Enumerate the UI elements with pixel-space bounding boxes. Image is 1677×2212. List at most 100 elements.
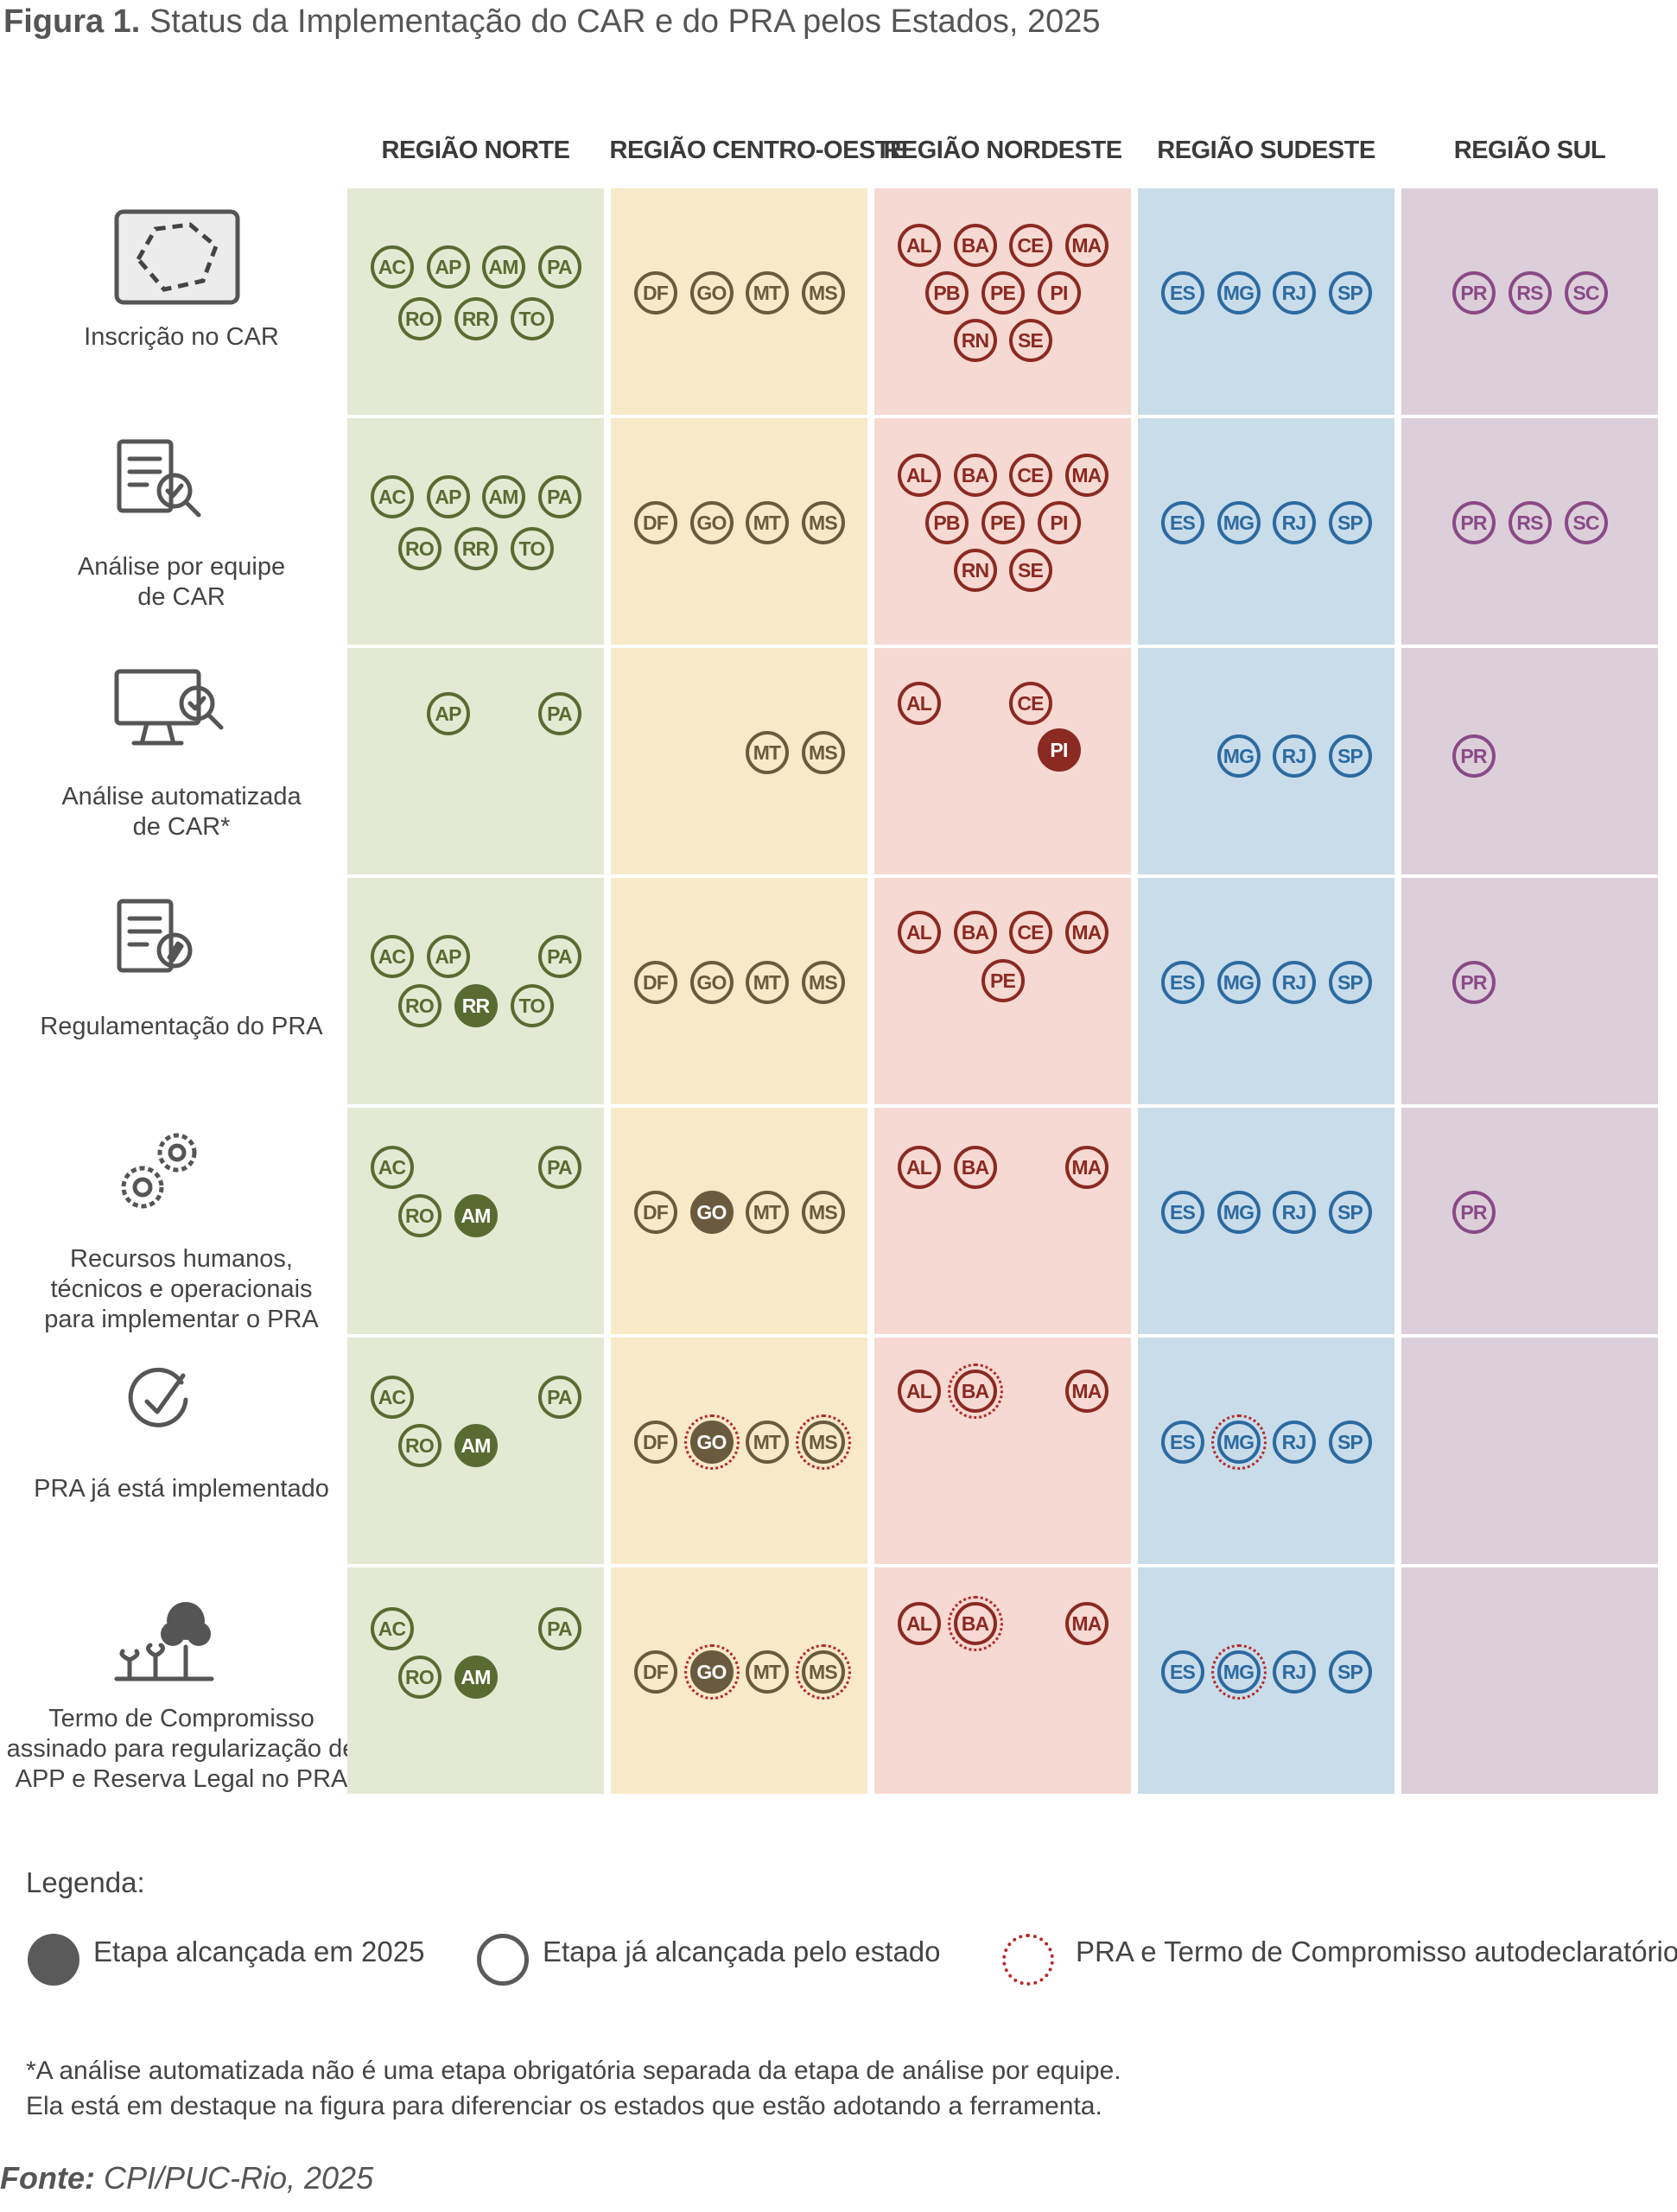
trees-icon xyxy=(112,1586,216,1690)
footnote: *A análise automatizada não é uma etapa … xyxy=(26,2053,1121,2125)
document-search-icon xyxy=(112,437,207,528)
state-badge-am: AM xyxy=(481,475,525,518)
state-badge-ma: MA xyxy=(1064,1602,1108,1645)
state-badge-sp: SP xyxy=(1328,1191,1372,1234)
state-badge-ma: MA xyxy=(1064,224,1108,267)
state-badge-am: AM xyxy=(454,1424,498,1467)
state-badge-ba: BA xyxy=(947,1596,1003,1651)
figure-title-text: Status da Implementação do CAR e do PRA … xyxy=(149,3,1101,40)
state-badge-pr: PR xyxy=(1451,271,1496,315)
state-badge-ro: RO xyxy=(397,1656,441,1699)
state-badge-rj: RJ xyxy=(1272,1191,1316,1234)
state-badge-to: TO xyxy=(510,984,554,1027)
state-badge-ms: MS xyxy=(801,271,845,315)
row-label-5: PRA já está implementado xyxy=(34,1475,329,1503)
row-label-3: Regulamentação do PRA xyxy=(40,1013,323,1040)
state-badge-es: ES xyxy=(1160,1191,1204,1234)
state-badge-rj: RJ xyxy=(1272,1650,1316,1694)
source-citation: Fonte: CPI/PUC-Rio, 2025 xyxy=(0,2160,373,2196)
state-badge-sp: SP xyxy=(1328,1650,1372,1694)
state-badge-am: AM xyxy=(481,245,525,289)
state-badge-ma: MA xyxy=(1064,454,1108,497)
state-badge-pe: PE xyxy=(981,959,1025,1002)
state-badge-rr: RR xyxy=(454,527,498,570)
state-badge-rj: RJ xyxy=(1272,961,1316,1004)
row-label-1: Análise por equipe de CAR xyxy=(77,553,286,611)
legend-label-self-declared: PRA e Termo de Compromisso autodeclarató… xyxy=(1076,1936,1677,1967)
state-badge-go: GO xyxy=(689,1191,734,1234)
state-badge-mg: MG xyxy=(1216,501,1261,544)
cell-row2-region4 xyxy=(1401,648,1658,874)
state-badge-ce: CE xyxy=(1008,454,1052,497)
state-badge-ac: AC xyxy=(370,1607,414,1650)
state-badge-rn: RN xyxy=(953,319,997,362)
figure-title: Figura 1. Status da Implementação do CAR… xyxy=(3,3,1101,41)
state-badge-rs: RS xyxy=(1508,271,1552,315)
state-badge-ac: AC xyxy=(370,475,414,518)
state-badge-pr: PR xyxy=(1451,734,1496,778)
state-badge-mg: MG xyxy=(1210,1644,1267,1700)
state-badge-pa: PA xyxy=(537,1376,581,1419)
state-badge-ap: AP xyxy=(426,475,470,518)
legend-filled-circle-icon xyxy=(28,1934,79,1986)
state-badge-am: AM xyxy=(454,1194,498,1237)
state-badge-mg: MG xyxy=(1216,734,1261,778)
state-badge-df: DF xyxy=(633,961,677,1004)
state-badge-es: ES xyxy=(1160,1650,1204,1694)
state-badge-go: GO xyxy=(689,501,734,544)
state-badge-go: GO xyxy=(689,271,734,315)
cell-row5-region4 xyxy=(1401,1338,1658,1564)
state-badge-es: ES xyxy=(1160,961,1204,1004)
state-badge-mg: MG xyxy=(1210,1414,1267,1470)
state-badge-mt: MT xyxy=(745,501,789,544)
state-badge-pa: PA xyxy=(537,1607,581,1650)
state-badge-to: TO xyxy=(510,297,554,340)
gears-icon xyxy=(112,1127,207,1226)
state-badge-ac: AC xyxy=(370,935,414,978)
state-badge-se: SE xyxy=(1008,549,1052,592)
state-badge-to: TO xyxy=(510,527,554,570)
state-badge-ma: MA xyxy=(1064,1370,1108,1413)
state-badge-mt: MT xyxy=(745,1650,789,1694)
state-badge-mg: MG xyxy=(1216,961,1261,1004)
state-badge-mt: MT xyxy=(745,961,789,1004)
legend-label-2025: Etapa alcançada em 2025 xyxy=(93,1936,425,1967)
state-badge-ba: BA xyxy=(953,224,997,267)
state-badge-df: DF xyxy=(633,1191,677,1234)
legend-dotted-circle-icon xyxy=(1002,1934,1054,1986)
state-badge-go: GO xyxy=(683,1644,740,1700)
state-badge-ap: AP xyxy=(426,692,470,735)
state-badge-ap: AP xyxy=(426,935,470,978)
cell-row2-region0 xyxy=(347,648,604,874)
state-badge-sc: SC xyxy=(1564,501,1608,544)
state-badge-ms: MS xyxy=(801,731,845,774)
state-badge-al: AL xyxy=(897,224,941,267)
state-badge-sp: SP xyxy=(1328,734,1372,778)
state-badge-pa: PA xyxy=(537,1146,581,1189)
state-badge-se: SE xyxy=(1008,319,1052,362)
state-badge-pr: PR xyxy=(1451,961,1496,1004)
source-text: CPI/PUC-Rio, 2025 xyxy=(103,2160,374,2196)
state-badge-ce: CE xyxy=(1008,911,1052,954)
state-badge-rs: RS xyxy=(1508,501,1552,544)
state-badge-ro: RO xyxy=(397,1424,441,1467)
state-badge-ac: AC xyxy=(370,245,414,289)
cell-row4-region4 xyxy=(1401,1108,1658,1334)
legend-outline-circle-icon xyxy=(477,1934,529,1986)
state-badge-rj: RJ xyxy=(1272,1421,1316,1464)
state-badge-ro: RO xyxy=(397,1194,441,1237)
state-badge-rr: RR xyxy=(454,984,498,1027)
state-badge-rn: RN xyxy=(953,549,997,592)
state-badge-sp: SP xyxy=(1328,271,1372,315)
region-header-4: REGIÃO SUL xyxy=(1453,137,1606,164)
state-badge-mt: MT xyxy=(745,1421,789,1464)
state-badge-pr: PR xyxy=(1451,1191,1496,1234)
state-badge-ms: MS xyxy=(795,1644,851,1700)
state-badge-sc: SC xyxy=(1564,271,1608,315)
state-badge-pi: PI xyxy=(1037,501,1081,544)
state-badge-al: AL xyxy=(897,1602,941,1645)
legend-label-previous: Etapa já alcançada pelo estado xyxy=(543,1936,941,1967)
state-badge-ap: AP xyxy=(426,245,470,289)
state-badge-ms: MS xyxy=(795,1414,851,1470)
state-badge-mg: MG xyxy=(1216,1191,1261,1234)
